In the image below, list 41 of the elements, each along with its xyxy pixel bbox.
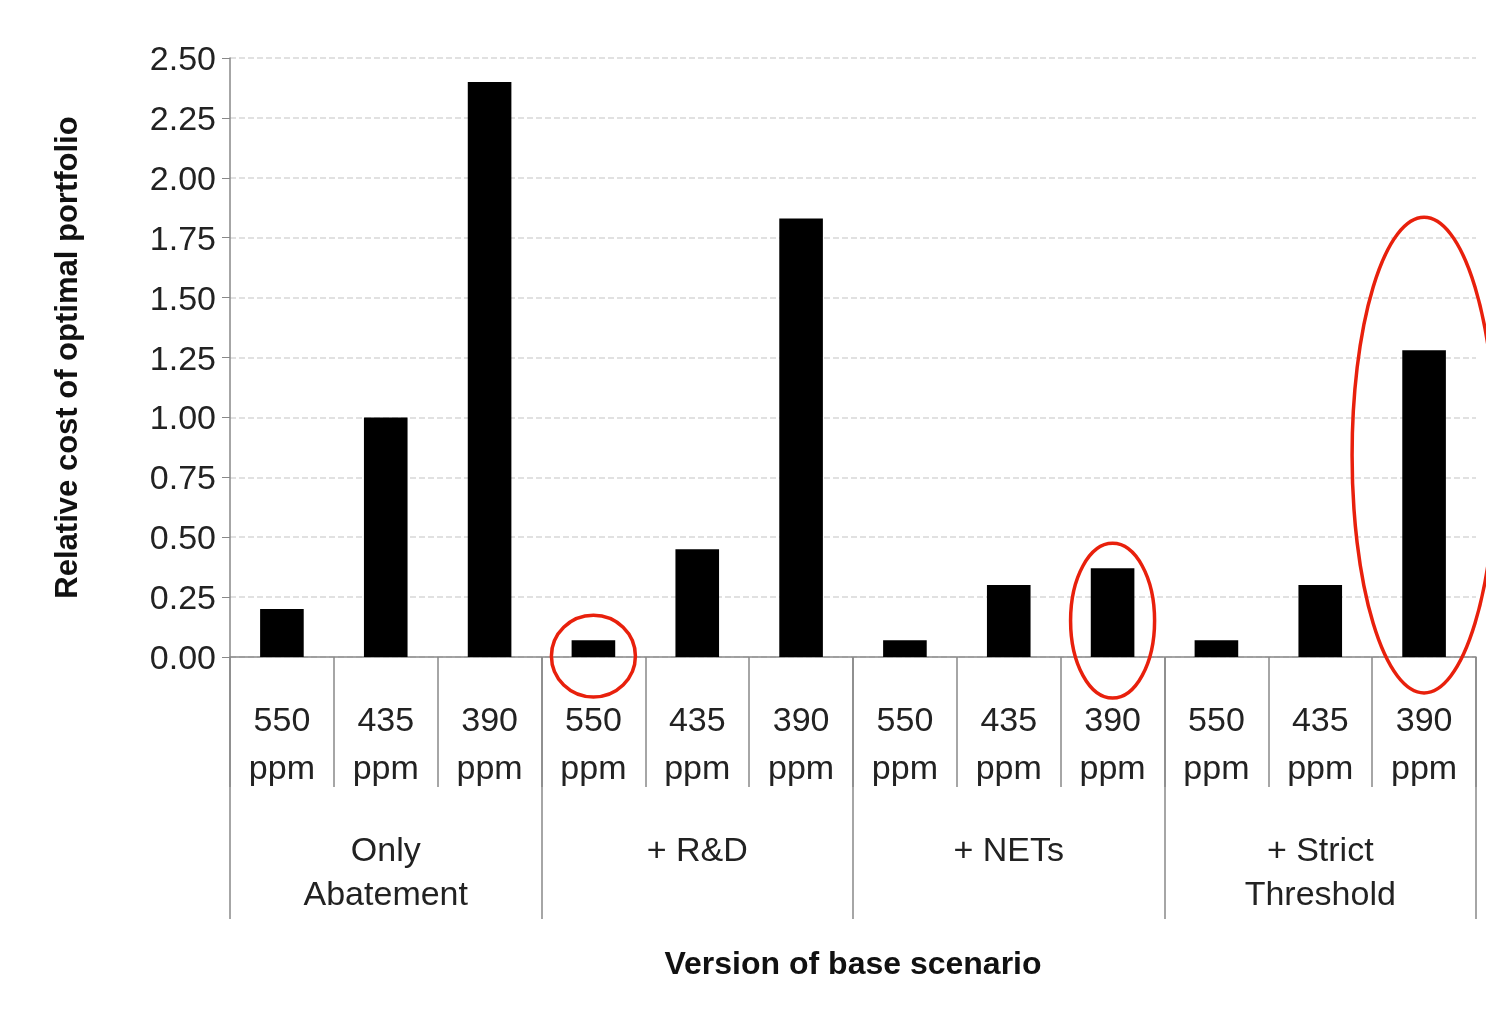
- x-tick-label: 435 ppm: [352, 700, 419, 786]
- x-tick-label: 550 ppm: [560, 700, 627, 786]
- bar: [571, 640, 616, 657]
- y-axis-title: Relative cost of optimal portfolio: [49, 116, 84, 599]
- y-tick-label: 1.00: [149, 398, 216, 437]
- bar: [986, 585, 1031, 657]
- bar: [1298, 585, 1343, 657]
- x-tick-label: 550 ppm: [248, 700, 315, 786]
- y-tick-label: 0.75: [149, 458, 216, 497]
- bar: [675, 549, 720, 657]
- y-tick-label: 1.50: [149, 278, 216, 317]
- y-tick-label: 0.25: [149, 578, 216, 617]
- y-tick-label: 2.25: [149, 98, 216, 137]
- x-tick-label: 390 ppm: [1391, 700, 1458, 786]
- y-tick-label: 0.50: [149, 518, 216, 557]
- x-tick-label: 390 ppm: [768, 700, 835, 786]
- x-tick-label: 435 ppm: [975, 700, 1042, 786]
- x-tick-label: 550 ppm: [871, 700, 938, 786]
- bar: [1402, 350, 1446, 657]
- text: + R&D: [646, 830, 748, 868]
- x-tick-label: 550 ppm: [1183, 700, 1250, 786]
- text: Only Abatement: [303, 830, 469, 912]
- x-tick-label: 390 ppm: [1079, 700, 1146, 786]
- bar: [779, 218, 823, 657]
- bar: [1090, 568, 1135, 657]
- bar: [883, 640, 927, 657]
- bar: [363, 417, 408, 657]
- y-tick-label: 1.25: [149, 338, 216, 377]
- y-tick-label: 2.00: [149, 158, 216, 197]
- bar: [467, 81, 512, 657]
- x-tick-label: 435 ppm: [1287, 700, 1354, 786]
- bar: [260, 609, 304, 657]
- text: + NETs: [953, 830, 1065, 868]
- x-axis-title: Version of base scenario: [664, 945, 1042, 981]
- x-tick-label: 390 ppm: [456, 700, 523, 786]
- y-tick-label: 0.00: [149, 638, 216, 676]
- y-tick-label: 2.50: [149, 39, 216, 77]
- text: + Strict Threshold: [1244, 830, 1396, 912]
- y-tick-label: 1.75: [149, 218, 216, 257]
- x-tick-label: 435 ppm: [664, 700, 731, 786]
- bar: [1194, 640, 1239, 657]
